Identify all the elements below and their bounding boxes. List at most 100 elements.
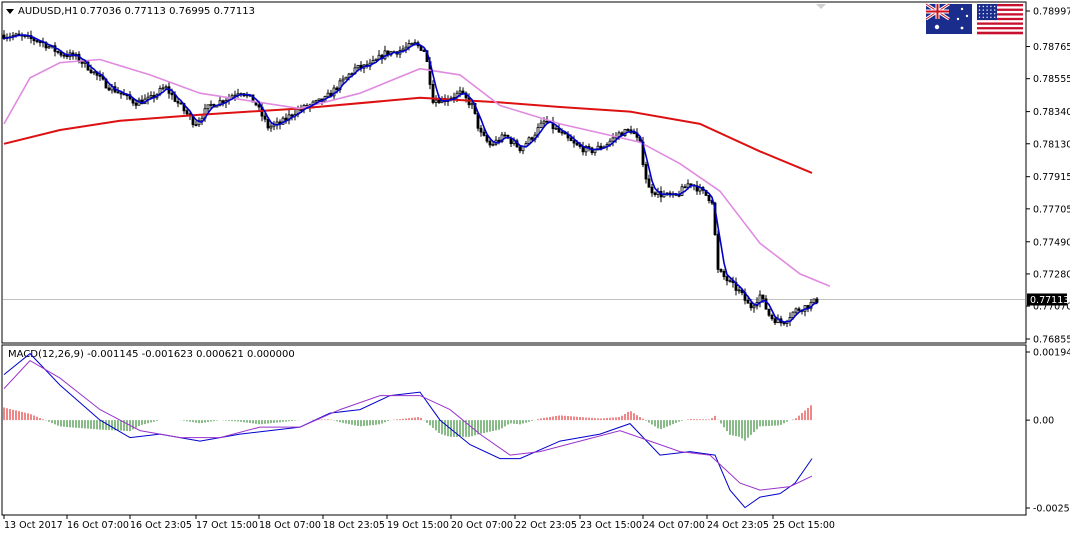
macd-tick-label: 0.001946 <box>1033 348 1070 359</box>
candle <box>626 128 630 132</box>
time-tick-label: 17 Oct 15:00 <box>196 520 258 531</box>
price-tick-label: 0.77280 <box>1033 269 1070 280</box>
price-tick-label: 0.78555 <box>1033 74 1070 85</box>
candle <box>374 58 378 62</box>
price-tick-label: 0.78130 <box>1033 139 1070 150</box>
current-price-value: 0.77113 <box>1030 295 1069 306</box>
candle <box>737 286 741 294</box>
price-tick-label: 0.77705 <box>1033 204 1070 215</box>
time-tick-label: 16 Oct 23:05 <box>130 520 192 531</box>
symbol-label: AUDUSD,H1 <box>18 6 78 17</box>
candle <box>176 98 180 108</box>
candle <box>92 71 96 76</box>
candle <box>470 100 474 110</box>
candle <box>815 297 819 305</box>
price-tick-label: 0.76855 <box>1033 335 1070 346</box>
candle <box>722 269 726 280</box>
candle <box>107 84 111 92</box>
dropdown-triangle-icon[interactable] <box>6 9 14 14</box>
time-tick-label: 16 Oct 07:00 <box>67 520 129 531</box>
ma-mid-line <box>3 58 831 287</box>
candle <box>275 117 279 130</box>
usa-flag-icon <box>977 4 1023 35</box>
candle <box>770 313 774 321</box>
candle <box>650 183 654 197</box>
candle <box>680 183 684 197</box>
candle <box>518 146 522 154</box>
candle <box>644 161 648 184</box>
candle <box>404 41 408 54</box>
candle <box>410 42 414 45</box>
candle <box>707 195 711 204</box>
candle <box>434 95 438 107</box>
candle <box>719 268 723 273</box>
macd-line <box>3 352 813 509</box>
candle <box>263 112 267 123</box>
candle <box>479 124 483 137</box>
time-axis: 13 Oct 2017 16 Oct 07:00 16 Oct 23:05 17 Oc… <box>3 515 835 531</box>
candle <box>221 99 225 107</box>
candle <box>341 75 345 85</box>
candle <box>773 316 777 325</box>
candle <box>767 308 771 317</box>
time-tick-label: 23 Oct 15:00 <box>580 520 642 531</box>
candle <box>746 297 750 304</box>
ma-slow-line <box>3 96 813 174</box>
price-tick-label: 0.77070 <box>1033 302 1070 313</box>
candle <box>794 307 798 315</box>
candle <box>431 80 435 105</box>
time-tick-label: 24 Oct 23:05 <box>707 520 769 531</box>
candle <box>647 174 651 188</box>
candle <box>539 119 543 129</box>
current-price-tag: 0.77113 <box>1027 293 1069 306</box>
candle <box>35 39 39 44</box>
candle <box>194 120 198 127</box>
candle <box>716 230 720 274</box>
candle <box>797 306 801 312</box>
price-tick-label: 0.78997 <box>1033 7 1070 18</box>
candle <box>422 48 426 52</box>
candle <box>317 98 321 102</box>
time-tick-label: 24 Oct 07:00 <box>643 520 705 531</box>
time-tick-label: 19 Oct 15:00 <box>387 520 449 531</box>
price-pane <box>1 1 1027 344</box>
candle <box>119 92 123 99</box>
time-tick-label: 13 Oct 2017 <box>4 520 63 531</box>
candle <box>284 113 288 124</box>
macd-pane <box>1 344 1027 516</box>
time-tick-label: 20 Oct 07:00 <box>451 520 513 531</box>
price-tick-label: 0.78765 <box>1033 42 1070 53</box>
time-tick-label: 18 Oct 23:05 <box>323 520 385 531</box>
candle <box>491 141 495 147</box>
candle <box>725 273 729 286</box>
candle <box>500 131 504 144</box>
candle <box>266 117 270 131</box>
candle <box>269 123 273 132</box>
candle <box>326 89 330 98</box>
candle <box>728 278 732 283</box>
candle <box>146 92 150 105</box>
macd-label: MACD(12,26,9) -0.001145 -0.001623 0.0006… <box>8 349 295 360</box>
candle <box>98 70 102 82</box>
candle <box>344 76 348 80</box>
price-tick-label: 0.77915 <box>1033 172 1070 183</box>
candle <box>161 83 165 91</box>
price-axis: 0.78997 0.78765 0.78555 0.78340 0.78130 0.779… <box>1026 7 1070 346</box>
price-tick-label: 0.77490 <box>1033 237 1070 248</box>
australia-flag-icon <box>925 2 972 34</box>
signal-line <box>3 359 813 491</box>
price-tick-label: 0.78340 <box>1033 107 1070 118</box>
candle <box>653 191 657 197</box>
scroll-marker-icon <box>816 4 826 9</box>
candle <box>683 184 687 189</box>
candle <box>56 50 60 55</box>
candle <box>164 84 168 89</box>
time-tick-label: 18 Oct 07:00 <box>259 520 321 531</box>
time-tick-label: 22 Oct 23:05 <box>515 520 577 531</box>
time-tick-label: 25 Oct 15:00 <box>773 520 835 531</box>
ma-fast-line <box>3 34 818 323</box>
